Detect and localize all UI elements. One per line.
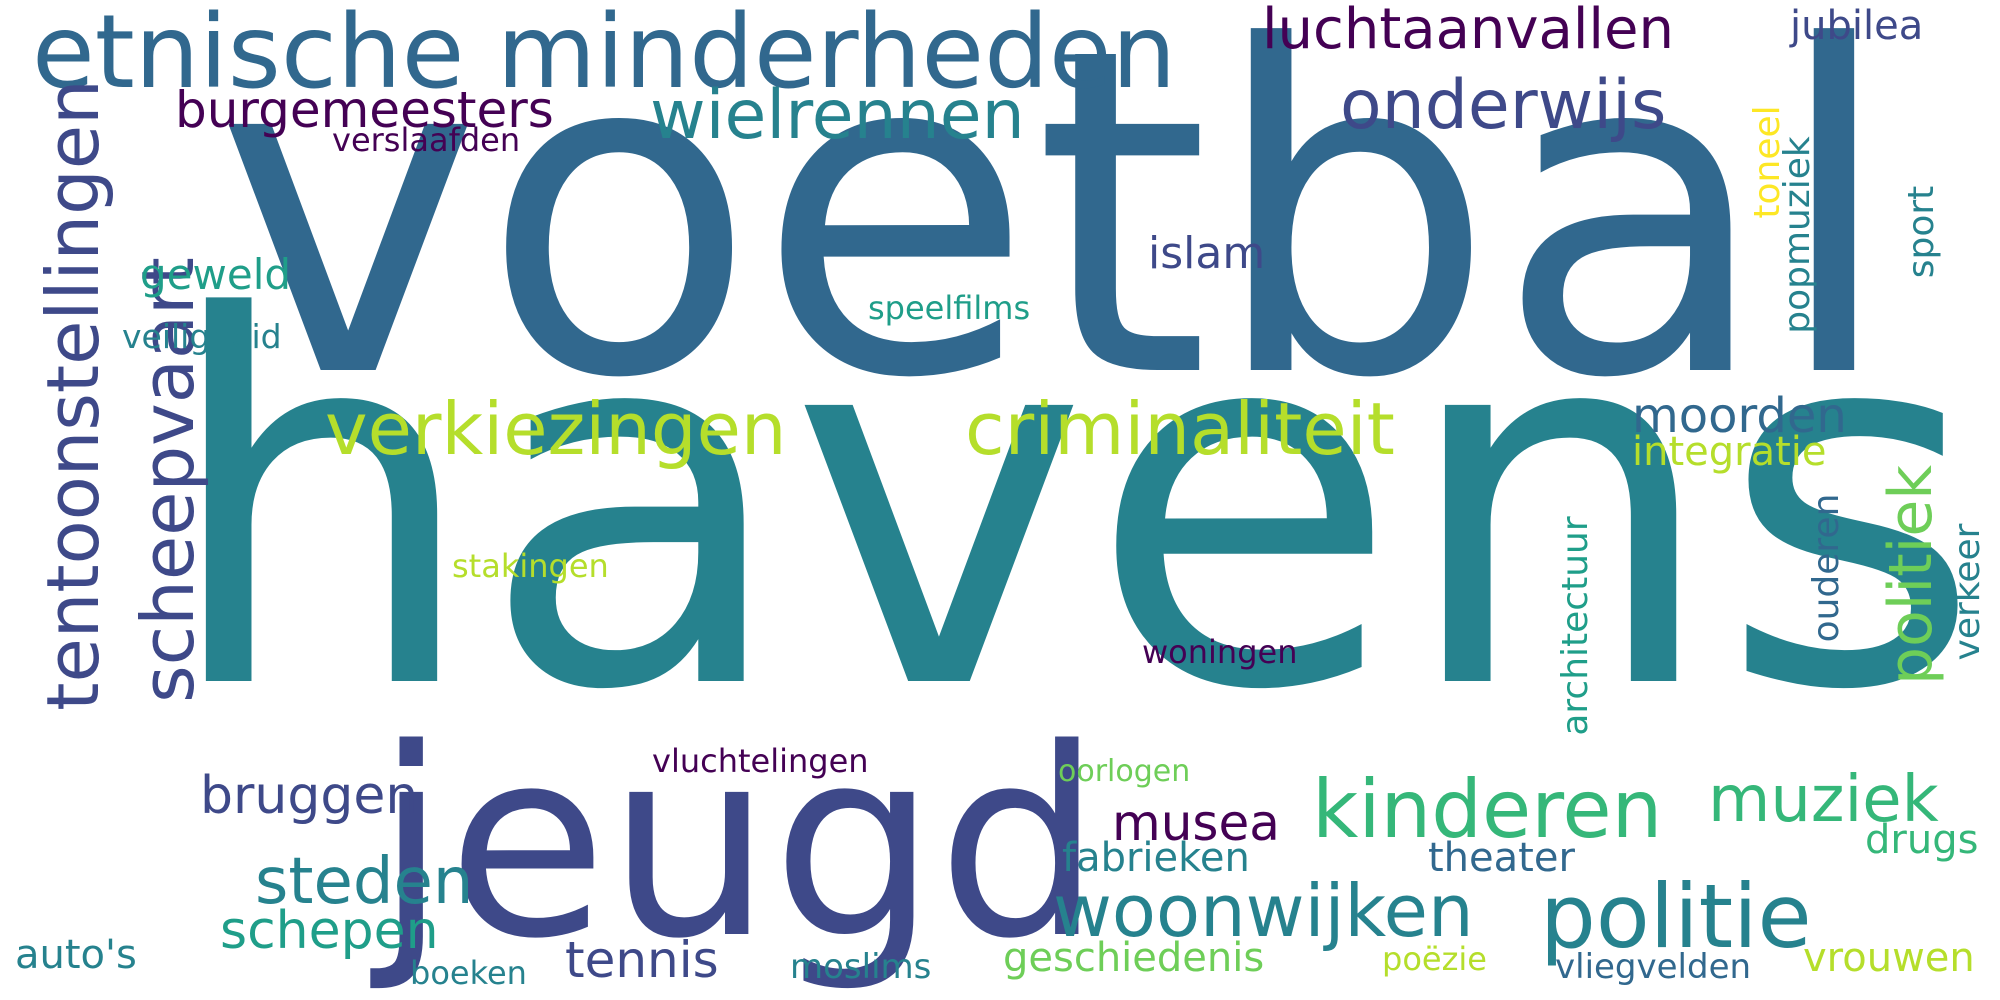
word-integratie: integratie: [1632, 429, 1827, 475]
word-politiek: politiek: [1876, 465, 1946, 685]
word-verkiezingen: verkiezingen: [325, 387, 787, 471]
word-moorden: moorden: [1632, 388, 1847, 444]
word-oorlogen: oorlogen: [1058, 754, 1191, 789]
word-fabrieken: fabrieken: [1062, 835, 1250, 881]
word-autos: auto's: [15, 932, 137, 978]
word-verkeer: verkeer: [1947, 523, 1988, 661]
word-vliegvelden: vliegvelden: [1555, 947, 1752, 987]
word-theater: theater: [1428, 835, 1575, 881]
word-boeken: boeken: [410, 954, 527, 992]
word-speelfilms: speelfilms: [868, 289, 1031, 327]
word-bruggen: bruggen: [200, 766, 419, 826]
word-wielrennen: wielrennen: [650, 76, 1025, 155]
word-verslaafden: verslaafden: [332, 121, 521, 159]
word-luchtaanvallen: luchtaanvallen: [1262, 0, 1674, 62]
word-burgemeesters: burgemeesters: [175, 81, 554, 139]
word-muziek: muziek: [1708, 763, 1939, 837]
word-vrouwen: vrouwen: [1803, 935, 1975, 981]
word-sport: sport: [1901, 185, 1942, 279]
word-schepen: schepen: [220, 901, 439, 961]
word-poezie: poëzie: [1382, 940, 1487, 978]
word-woningen: woningen: [1142, 633, 1298, 671]
word-kinderen: kinderen: [1312, 763, 1663, 856]
word-geweld: geweld: [140, 250, 292, 299]
word-veiligheid: veiligheid: [122, 317, 282, 356]
word-jubilea: jubilea: [1790, 3, 1924, 49]
word-ouderen: ouderen: [1806, 493, 1847, 643]
word-musea: musea: [1112, 794, 1280, 852]
word-woonwijken: woonwijken: [1053, 869, 1474, 953]
word-havens: havens: [160, 213, 1983, 801]
word-jeugd: jeugd: [375, 694, 1103, 996]
word-politie: politie: [1540, 865, 1812, 968]
word-steden: steden: [255, 845, 474, 919]
word-geschiedenis: geschiedenis: [1003, 935, 1265, 981]
word-architectuur: architectuur: [1555, 516, 1596, 736]
word-popmuziek: popmuziek: [1777, 136, 1818, 334]
word-onderwijs: onderwijs: [1340, 66, 1667, 145]
word-vluchtelingen: vluchtelingen: [652, 742, 869, 780]
word-islam: islam: [1148, 228, 1266, 279]
word-tennis: tennis: [565, 931, 719, 989]
word-etnische-minderheden: etnische minderheden: [32, 0, 1177, 112]
word-drugs: drugs: [1865, 817, 1979, 863]
word-moslims: moslims: [790, 947, 932, 987]
word-tentoonstellingen: tentoonstellingen: [31, 79, 115, 711]
word-voetbal: voetbal: [215, 0, 1897, 477]
word-criminaliteit: criminaliteit: [965, 387, 1395, 471]
word-stakingen: stakingen: [452, 547, 609, 585]
